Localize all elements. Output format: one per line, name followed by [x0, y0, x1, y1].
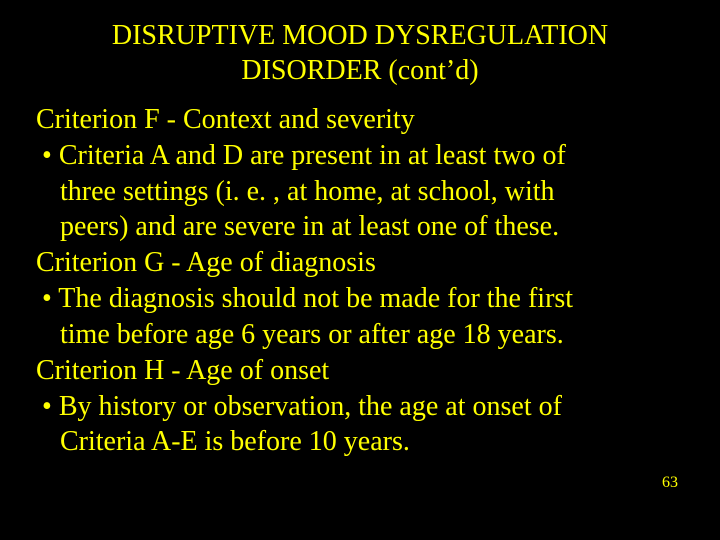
- title-line-1: DISRUPTIVE MOOD DYSREGULATION: [112, 20, 608, 51]
- criterion-f-bullet-line2: three settings (i. e. , at home, at scho…: [36, 174, 684, 210]
- criterion-g-heading: Criterion G - Age of diagnosis: [36, 245, 684, 281]
- criterion-f-bullet-line3: peers) and are severe in at least one of…: [36, 209, 684, 245]
- slide-body: Criterion F - Context and severity Crite…: [36, 102, 684, 460]
- slide-title: DISRUPTIVE MOOD DYSREGULATION DISORDER (…: [36, 18, 684, 88]
- title-line-2: DISORDER (cont’d): [241, 55, 478, 86]
- page-number: 63: [662, 474, 678, 492]
- slide-container: DISRUPTIVE MOOD DYSREGULATION DISORDER (…: [0, 0, 720, 540]
- criterion-f-heading: Criterion F - Context and severity: [36, 102, 684, 138]
- criterion-g-bullet-line1: The diagnosis should not be made for the…: [36, 281, 684, 317]
- criterion-f-bullet-line1: Criteria A and D are present in at least…: [36, 138, 684, 174]
- criterion-h-bullet-line1: By history or observation, the age at on…: [36, 389, 684, 425]
- criterion-h-heading: Criterion H - Age of onset: [36, 353, 684, 389]
- criterion-g-bullet-line2: time before age 6 years or after age 18 …: [36, 317, 684, 353]
- criterion-h-bullet-line2: Criteria A-E is before 10 years.: [36, 424, 684, 460]
